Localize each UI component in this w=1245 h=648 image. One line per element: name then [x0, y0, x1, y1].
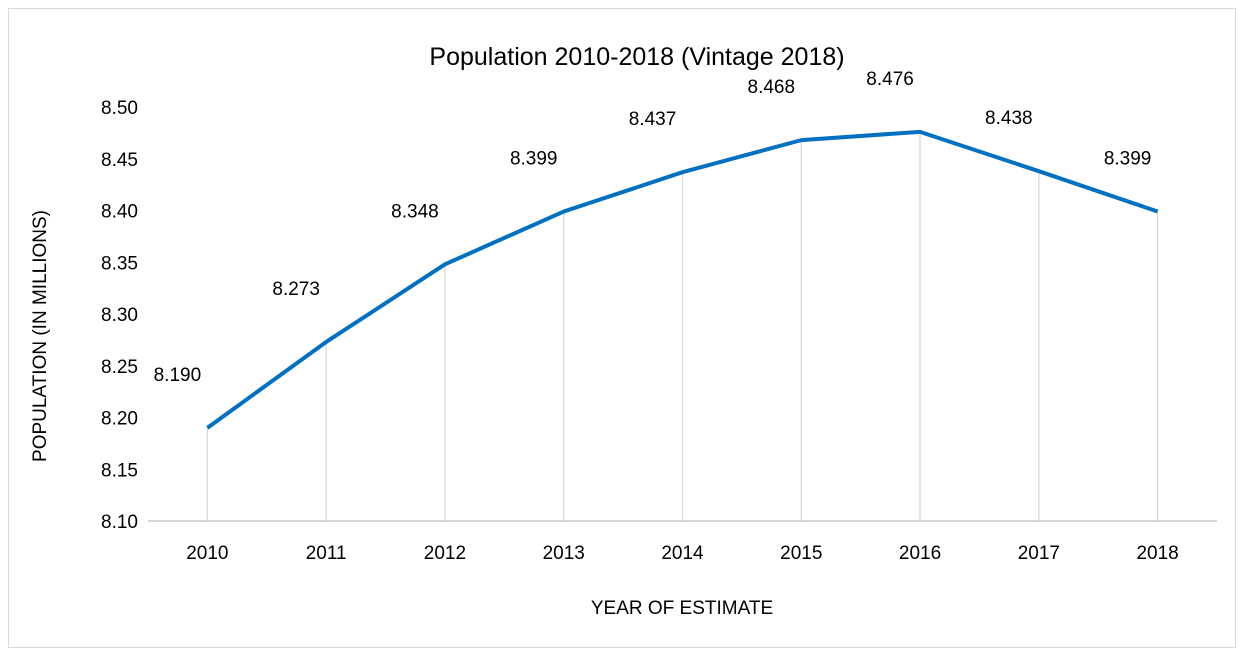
x-tick-label: 2012 — [424, 543, 466, 564]
data-label: 8.468 — [748, 77, 796, 98]
data-label: 8.438 — [985, 108, 1033, 129]
data-label: 8.190 — [154, 365, 202, 386]
data-label: 8.399 — [510, 149, 558, 170]
x-axis-ticks: 2010 2011 2012 2013 2014 2015 2016 2017 2018 — [186, 543, 1179, 564]
y-tick-label: 8.10 — [101, 512, 138, 533]
y-tick-label: 8.50 — [101, 98, 138, 119]
x-tick-label: 2013 — [543, 543, 585, 564]
line-chart: Population 2010-2018 (Vintage 2018) POPU… — [30, 43, 1217, 619]
y-tick-label: 8.20 — [101, 409, 138, 430]
data-label: 8.399 — [1104, 149, 1152, 170]
chart-area — [8, 8, 1236, 648]
x-axis-label: YEAR OF ESTIMATE — [591, 598, 773, 619]
data-label: 8.273 — [272, 279, 320, 300]
y-tick-label: 8.40 — [101, 202, 138, 223]
x-tick-label: 2014 — [661, 543, 704, 564]
y-tick-label: 8.30 — [101, 305, 138, 326]
chart-title: Population 2010-2018 (Vintage 2018) — [429, 43, 844, 71]
y-axis-label: POPULATION (IN MILLIONS) — [30, 210, 51, 462]
data-label: 8.437 — [629, 109, 677, 130]
gridlines — [206, 131, 1159, 521]
x-tick-label: 2017 — [1018, 543, 1060, 564]
x-tick-label: 2018 — [1136, 543, 1178, 564]
y-axis-ticks: 8.10 8.15 8.20 8.25 8.30 8.35 8.40 8.45 8.50 — [101, 98, 138, 533]
x-tick-label: 2011 — [306, 543, 347, 564]
y-tick-label: 8.45 — [101, 150, 138, 171]
x-tick-label: 2016 — [899, 543, 941, 564]
data-labels: 8.190 8.273 8.348 8.399 8.437 8.468 8.476 8.438… — [154, 69, 1152, 386]
y-tick-label: 8.35 — [101, 253, 138, 274]
series-line — [206, 129, 1159, 430]
y-tick-label: 8.15 — [101, 460, 138, 481]
y-tick-label: 8.25 — [101, 357, 138, 378]
x-tick-label: 2010 — [186, 543, 228, 564]
x-tick-label: 2015 — [780, 543, 822, 564]
data-label: 8.348 — [391, 201, 439, 222]
data-label: 8.476 — [866, 69, 914, 90]
